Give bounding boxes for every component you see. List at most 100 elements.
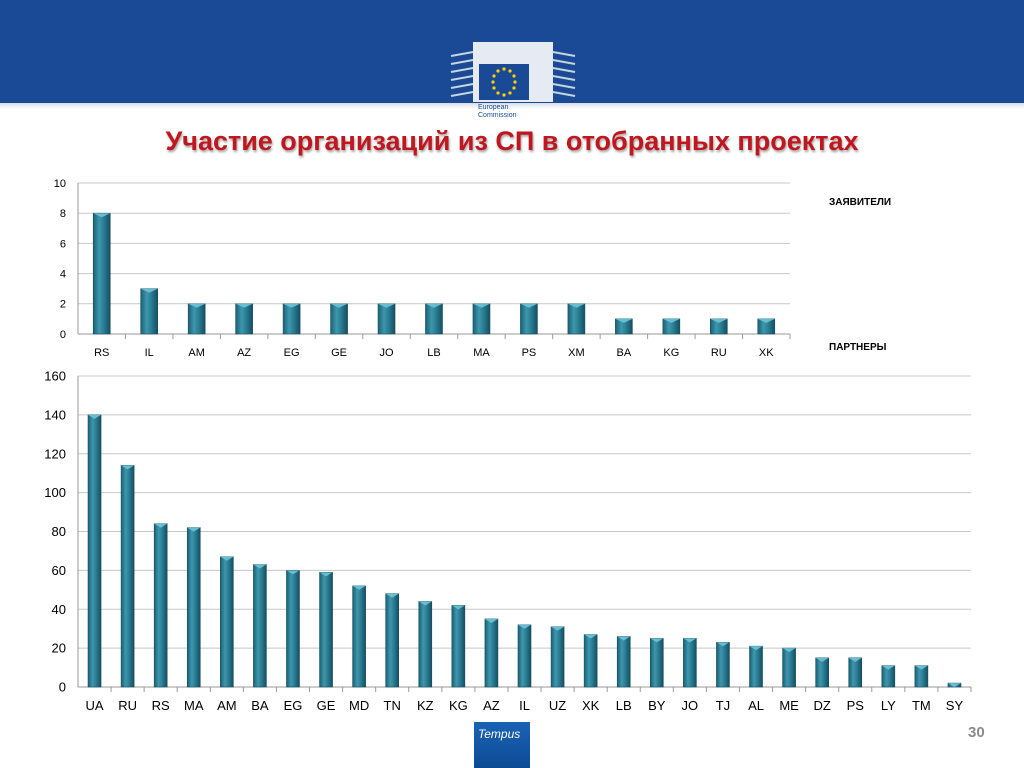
applicants-bar-cap — [283, 303, 301, 308]
partners-bar-cap — [88, 414, 102, 419]
partners-bar-cap — [551, 626, 565, 631]
applicants-category-label: IL — [145, 347, 154, 359]
partners-bar-cap — [418, 601, 432, 606]
partners-bar-cap — [154, 523, 168, 528]
applicants-bar-cap — [425, 303, 443, 308]
partners-bar — [153, 523, 168, 688]
partners-bar — [616, 636, 631, 688]
partners-bar-cap — [451, 605, 465, 610]
applicants-bar — [282, 303, 301, 335]
applicants-bar-cap — [615, 318, 633, 323]
partners-category-label: RU — [118, 698, 137, 713]
partners-category-label: KG — [449, 698, 468, 713]
tempus-logo-text: Tempus — [478, 727, 521, 741]
applicants-bar — [520, 303, 538, 335]
partners-category-label: UZ — [549, 698, 566, 713]
applicants-bar-cap — [140, 288, 158, 293]
partners-bar — [120, 465, 135, 688]
partners-bar-cap — [716, 642, 730, 647]
applicants-bar-cap — [188, 303, 206, 308]
partners-bar — [385, 593, 400, 688]
applicants-category-label: BA — [617, 347, 632, 359]
applicants-category-label: MA — [473, 347, 490, 359]
applicants-category-label: EG — [284, 347, 300, 359]
partners-y-tick-label: 0 — [59, 680, 66, 695]
applicants-y-tick-label: 6 — [60, 238, 66, 250]
applicants-bar — [92, 212, 111, 335]
applicants-bar-cap — [662, 318, 680, 323]
partners-category-label: MD — [349, 698, 369, 713]
partners-category-label: MA — [184, 698, 204, 713]
partners-bar — [649, 638, 664, 688]
applicants-y-tick-label: 8 — [60, 208, 66, 220]
partners-category-label: TN — [384, 698, 401, 713]
partners-bar-cap — [319, 572, 333, 577]
applicants-category-label: XK — [759, 347, 774, 359]
partners-category-label: TJ — [716, 698, 730, 713]
partners-bar — [352, 585, 366, 688]
applicants-bar — [330, 303, 348, 335]
partners-bar — [253, 564, 267, 688]
partners-bar-cap — [617, 636, 631, 641]
applicants-bar — [425, 303, 443, 335]
partners-bar-cap — [484, 618, 498, 623]
applicants-y-tick-label: 10 — [54, 178, 66, 190]
applicants-bar — [140, 288, 158, 335]
applicants-bar-cap — [472, 303, 490, 308]
applicants-category-label: RU — [711, 347, 727, 359]
applicants-category-label: JO — [380, 347, 395, 359]
partners-category-label: AL — [748, 698, 764, 713]
applicants-category-label: LB — [427, 347, 440, 359]
partners-category-label: SY — [946, 698, 964, 713]
partners-bar — [848, 657, 863, 688]
partners-bar-cap — [914, 665, 928, 670]
partners-category-label: LY — [881, 698, 896, 713]
partners-bar-cap — [352, 585, 366, 590]
partners-bar — [418, 601, 433, 688]
partners-category-label: ME — [779, 698, 799, 713]
partners-bar-cap — [848, 657, 862, 662]
applicants-bar — [187, 303, 206, 335]
applicants-bar — [567, 303, 586, 335]
partners-bar — [550, 626, 565, 688]
partners-y-tick-label: 20 — [52, 641, 66, 656]
applicants-bar — [377, 303, 396, 335]
partners-category-label: EG — [284, 698, 303, 713]
partners-bar-cap — [220, 556, 234, 561]
applicants-category-label: PS — [522, 347, 537, 359]
partners-y-tick-label: 80 — [52, 524, 66, 539]
partners-bar — [87, 414, 102, 688]
applicants-category-label: XM — [568, 347, 585, 359]
applicants-category-label: AM — [188, 347, 205, 359]
partners-category-label: LB — [616, 698, 632, 713]
partners-y-tick-label: 140 — [44, 407, 66, 422]
partners-category-label: JO — [682, 698, 699, 713]
applicants-y-tick-label: 2 — [60, 299, 66, 311]
partners-bar-cap — [385, 593, 399, 598]
applicants-bar — [472, 303, 491, 335]
partners-bar-cap — [881, 665, 895, 670]
partners-bar-cap — [815, 657, 829, 662]
partners-bar-cap — [782, 648, 796, 653]
tempus-logo: Tempus — [474, 722, 530, 768]
partners-bar-cap — [749, 646, 763, 651]
partners-bar-cap — [518, 624, 531, 629]
partners-bar-cap — [947, 683, 961, 688]
applicants-category-label: GE — [331, 347, 347, 359]
legend-applicants: ЗАЯВИТЕЛИ — [829, 197, 892, 208]
partners-bar — [716, 641, 730, 688]
partners-y-tick-label: 160 — [44, 369, 66, 384]
partners-bar — [286, 570, 300, 688]
header-shadow — [0, 103, 1024, 109]
partners-category-label: IL — [519, 698, 530, 713]
partners-category-label: XK — [582, 698, 600, 713]
partners-bar-cap — [286, 570, 300, 575]
partners-category-label: BY — [648, 698, 666, 713]
applicants-bar-cap — [378, 303, 396, 308]
applicants-bar-cap — [757, 318, 775, 323]
partners-category-label: GE — [317, 698, 336, 713]
legend-partners: ПАРТНЕРЫ — [829, 342, 887, 353]
applicants-y-tick-label: 4 — [60, 268, 66, 280]
partners-y-tick-label: 100 — [44, 485, 66, 500]
